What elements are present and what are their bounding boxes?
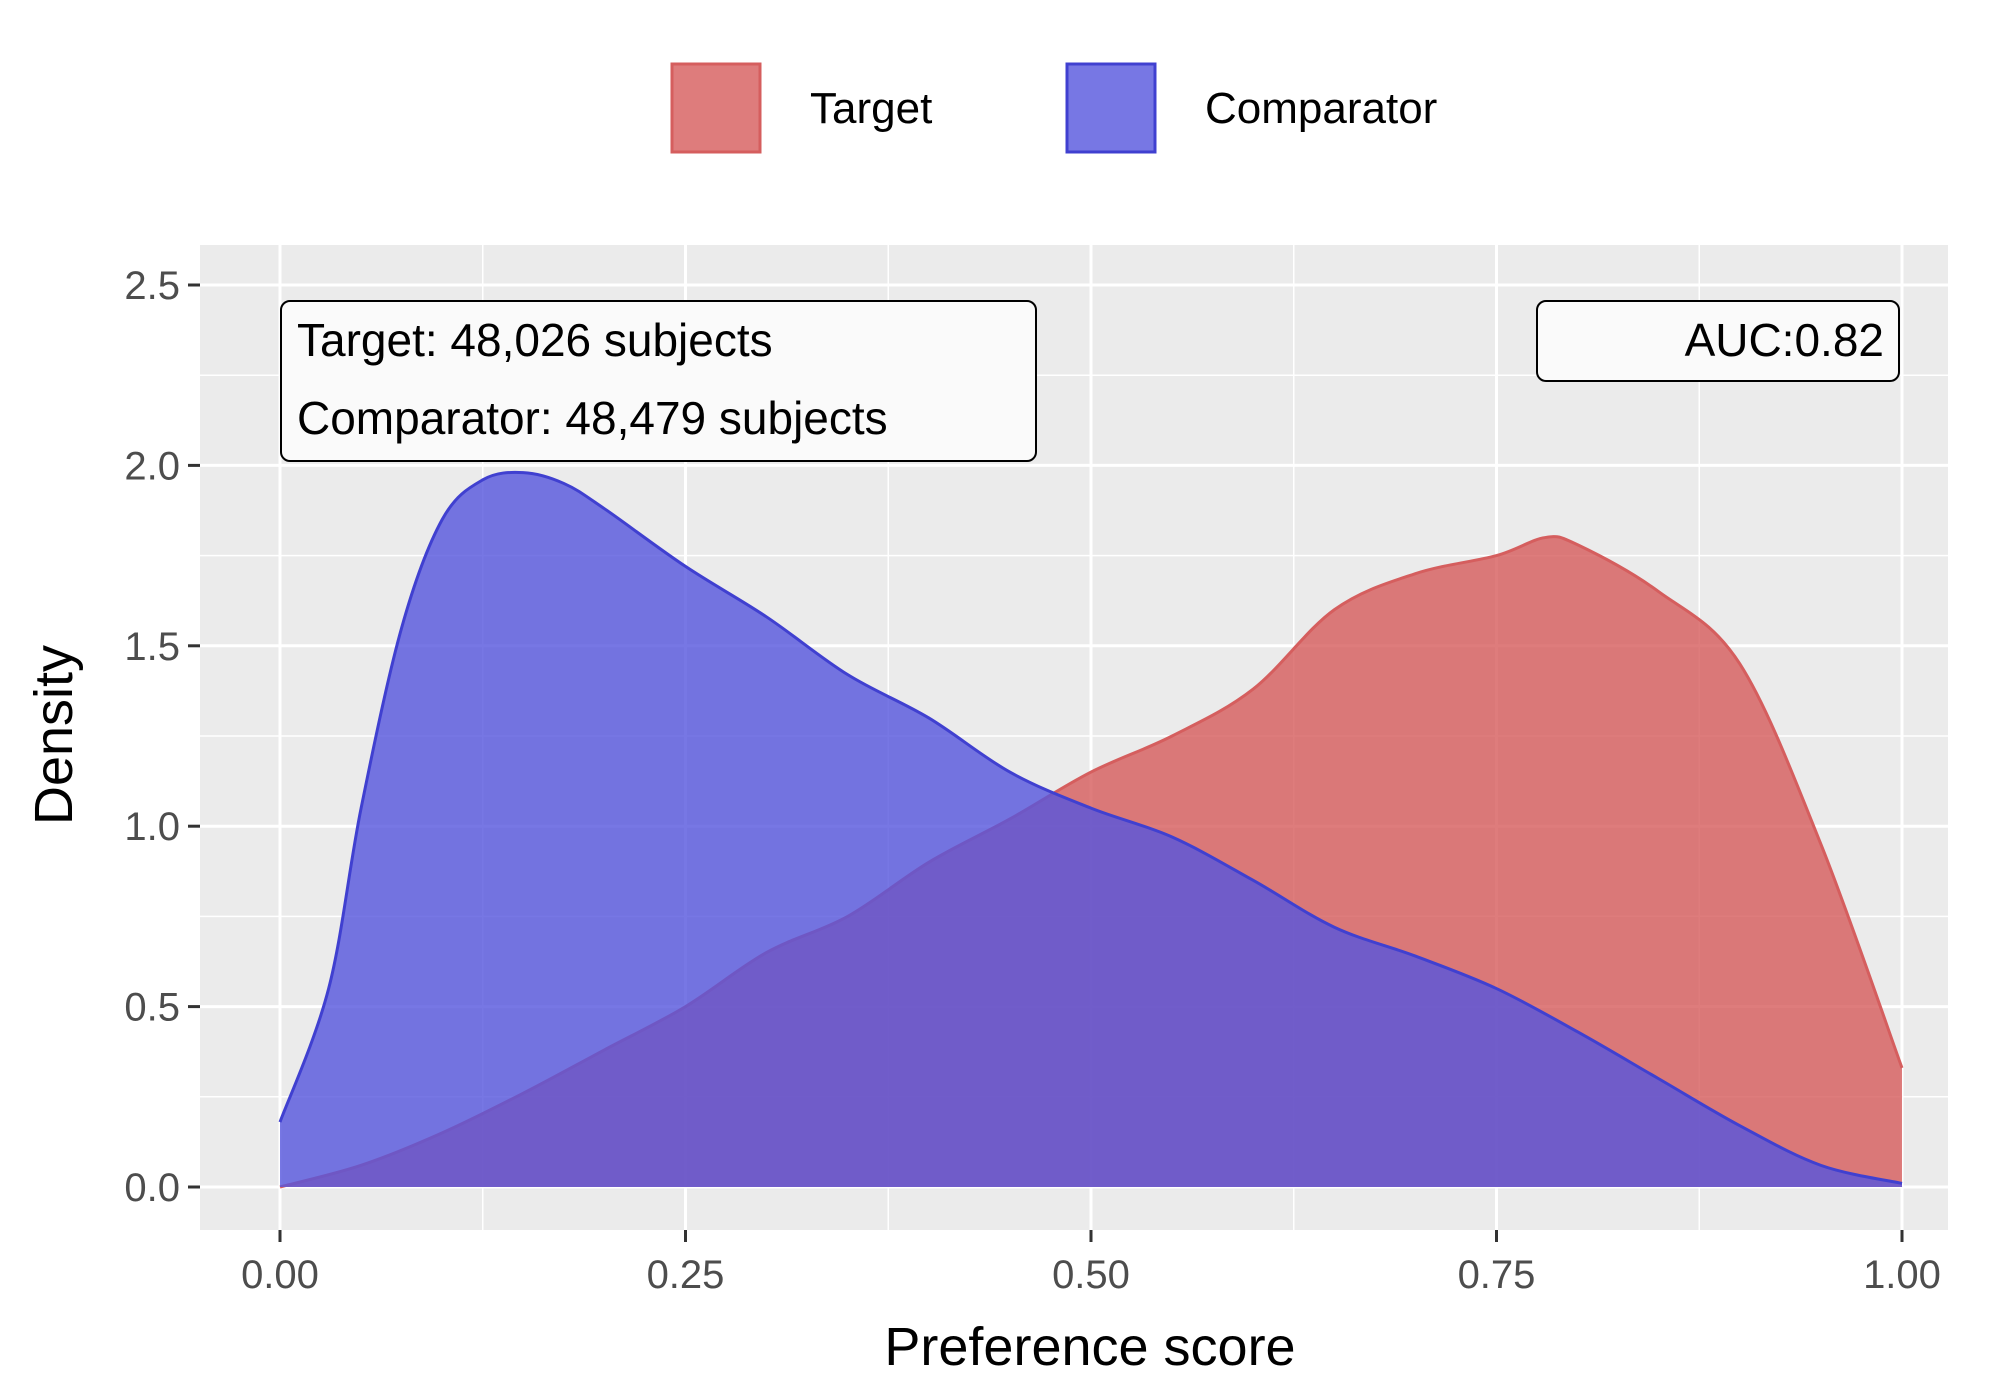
y-tick-label: 2.0 <box>124 444 180 488</box>
x-tick-label: 0.25 <box>647 1253 725 1297</box>
x-axis-title: Preference score <box>884 1317 1295 1377</box>
x-tick-label: 0.00 <box>241 1253 319 1297</box>
y-tick-label: 0.0 <box>124 1166 180 1210</box>
legend-key-target <box>670 62 762 154</box>
x-axis: 0.00 0.25 0.50 0.75 1.00 <box>241 1230 1941 1297</box>
density-areas <box>278 470 1904 1189</box>
auc-box <box>1536 300 1900 382</box>
subject-count-box <box>280 300 1037 462</box>
legend: Target Comparator <box>670 62 1437 154</box>
x-tick-label: 1.00 <box>1863 1253 1941 1297</box>
auc-text: AUC:0.82 <box>1685 314 1884 366</box>
subject-count-annotation: Target: 48,026 subjects Comparator: 48,4… <box>280 300 1037 462</box>
y-tick-label: 0.5 <box>124 986 180 1030</box>
auc-annotation: AUC:0.82 <box>1536 300 1900 382</box>
x-tick-label: 0.75 <box>1458 1253 1536 1297</box>
density-line-comparator <box>278 470 1903 1185</box>
target-count-text: Target: 48,026 subjects <box>297 314 773 366</box>
x-tick-label: 0.50 <box>1052 1253 1130 1297</box>
legend-key-comparator <box>1065 62 1157 154</box>
y-axis: 0.0 0.5 1.0 1.5 2.0 2.5 <box>124 264 200 1210</box>
y-tick-label: 1.5 <box>124 625 180 669</box>
legend-label-comparator: Comparator <box>1205 84 1437 133</box>
y-axis-title: Density <box>24 645 84 825</box>
y-tick-label: 1.0 <box>124 805 180 849</box>
comparator-count-text: Comparator: 48,479 subjects <box>297 392 888 444</box>
y-tick-label: 2.5 <box>124 264 180 308</box>
density-area-comparator <box>280 472 1902 1188</box>
legend-label-target: Target <box>810 84 932 133</box>
